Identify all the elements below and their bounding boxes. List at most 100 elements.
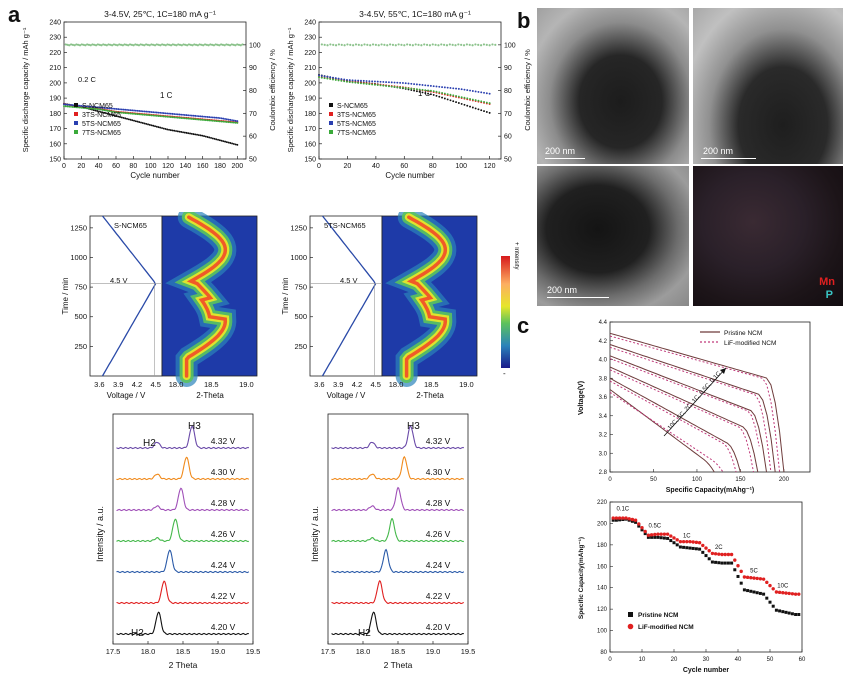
capacity-point — [124, 117, 127, 120]
lif-point — [633, 518, 638, 522]
capacity-point — [127, 112, 130, 115]
capacity-point — [162, 127, 165, 130]
capacity-point — [217, 120, 220, 123]
y-tick-label: 220 — [49, 50, 61, 57]
efficiency-point — [220, 43, 223, 46]
capacity-point — [185, 131, 188, 134]
capacity-point — [80, 106, 83, 109]
capacity-point — [399, 86, 402, 89]
y2-tick-label: 80 — [504, 88, 512, 95]
capacity-point — [206, 119, 209, 122]
capacity-point — [176, 116, 179, 119]
capacity-point — [68, 105, 71, 108]
capacity-point — [485, 92, 488, 95]
capacity-point — [63, 105, 65, 108]
capacity-point — [91, 107, 93, 110]
capacity-point — [127, 109, 130, 111]
y-tick-label: 160 — [49, 141, 61, 148]
x-axis-label: Specific Capacity(mAhg⁻¹) — [666, 487, 755, 494]
capacity-point — [483, 91, 485, 94]
capacity-point — [213, 116, 216, 119]
capacity-point — [98, 108, 100, 111]
capacity-point — [483, 110, 485, 113]
xrd-pattern — [116, 611, 249, 636]
y-tick-label: 3.8 — [599, 376, 608, 382]
efficiency-point — [123, 43, 126, 46]
voltage-label: 4.24 V — [426, 560, 451, 570]
legend-label: 3TS-NCM65 — [82, 112, 121, 119]
efficiency-point — [232, 43, 235, 46]
discharge-curve — [609, 358, 760, 447]
capacity-point — [443, 92, 446, 95]
capacity-point — [460, 102, 463, 105]
legend-label-lif: LiF-modified NCM — [638, 624, 694, 631]
capacity-point — [122, 116, 125, 119]
capacity-point — [323, 77, 326, 80]
capacity-point — [166, 112, 169, 115]
y2-tick-label: 60 — [504, 134, 512, 141]
panel-label-b: b — [517, 8, 531, 33]
capacity-point — [164, 115, 167, 118]
capacity-point — [220, 120, 223, 123]
capacity-point — [477, 90, 480, 93]
capacity-point — [143, 122, 146, 125]
y-tick-label: 80 — [600, 650, 607, 656]
insitu-xrd-5ts-ncm65: 5TS-NCM65 4.5 V Time / min Voltage / V 2… — [281, 212, 478, 400]
capacity-point — [106, 107, 109, 110]
efficiency-point — [403, 44, 406, 47]
capacity-point — [326, 77, 329, 80]
pristine-point — [755, 591, 759, 595]
efficiency-point — [388, 43, 392, 46]
capacity-point — [471, 106, 474, 109]
efficiency-point — [94, 44, 98, 47]
efficiency-point — [114, 43, 117, 46]
capacity-point — [218, 120, 221, 123]
capacity-point — [390, 81, 393, 84]
efficiency-point — [227, 43, 230, 46]
scale-bar — [547, 297, 609, 298]
capacity-point — [399, 81, 402, 84]
efficiency-point — [109, 43, 112, 46]
eds-map: Mn P — [693, 166, 843, 306]
capacity-point — [225, 141, 228, 144]
capacity-point — [145, 110, 148, 113]
capacity-point — [155, 111, 158, 114]
scale-bar — [701, 158, 756, 159]
efficiency-point — [161, 43, 164, 46]
efficiency-point — [80, 43, 83, 46]
pristine-point — [765, 596, 769, 600]
capacity-point — [457, 95, 460, 98]
capacity-point — [106, 109, 109, 112]
efficiency-point — [96, 43, 99, 46]
efficiency-point — [175, 44, 178, 47]
capacity-point — [80, 104, 83, 107]
y-tick-label: 3.6 — [599, 395, 608, 401]
efficiency-point — [86, 43, 89, 46]
capacity-point — [449, 99, 452, 102]
lif-point — [611, 516, 615, 520]
efficiency-point — [326, 44, 329, 47]
y2-tick-label: 90 — [249, 65, 257, 72]
voltage-frame — [89, 215, 163, 377]
capacity-point — [210, 116, 213, 119]
capacity-point — [161, 127, 163, 130]
legend-label-pristine: Pristine NCM — [638, 612, 678, 619]
efficiency-point — [329, 43, 332, 46]
capacity-point — [203, 135, 206, 138]
xrd-pattern — [331, 486, 464, 512]
capacity-point — [115, 111, 118, 114]
efficiency-point — [173, 43, 176, 46]
capacity-point — [225, 118, 228, 121]
capacity-point — [169, 129, 172, 132]
efficiency-point — [428, 44, 432, 47]
capacity-point — [106, 112, 109, 115]
efficiency-point — [420, 44, 423, 47]
capacity-point — [140, 113, 142, 116]
lif-point — [717, 552, 721, 556]
y-tick-label: 190 — [304, 96, 316, 103]
efficiency-point — [394, 44, 397, 47]
y-tick-label: 150 — [49, 157, 61, 164]
capacity-point — [231, 142, 234, 145]
y-tick-label: 240 — [304, 20, 316, 27]
capacity-point — [122, 111, 125, 114]
